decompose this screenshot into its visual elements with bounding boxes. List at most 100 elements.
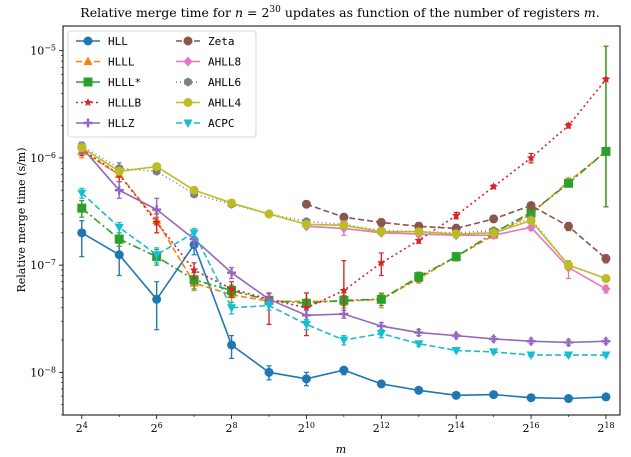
- series-layer: [77, 45, 611, 404]
- legend-marker: [83, 77, 93, 87]
- data-point: [227, 340, 237, 350]
- data-point: [114, 234, 124, 244]
- legend-label: HLLLB: [108, 97, 141, 110]
- data-point: [601, 74, 611, 84]
- legend-item: HLLL: [76, 56, 135, 69]
- data-point: [451, 346, 461, 356]
- legend-label: HLLL*: [108, 76, 141, 89]
- x-tick-label: 218: [597, 421, 614, 436]
- data-point: [414, 328, 424, 338]
- data-point: [451, 211, 461, 220]
- data-point: [227, 284, 236, 293]
- data-point: [376, 294, 386, 304]
- data-point: [526, 393, 536, 403]
- legend-item: ACPC: [176, 117, 235, 130]
- data-point: [451, 229, 461, 239]
- data-point: [189, 275, 199, 285]
- data-point: [564, 394, 574, 404]
- y-tick-label: 10−8: [30, 365, 56, 380]
- data-point: [601, 351, 611, 361]
- data-point: [601, 274, 611, 284]
- data-point: [414, 235, 424, 245]
- data-point: [376, 217, 386, 227]
- series-line: [81, 150, 607, 305]
- legend-marker: [183, 56, 193, 67]
- data-point: [339, 220, 349, 230]
- legend-label: ACPC: [208, 117, 235, 130]
- series-hll: [77, 220, 611, 404]
- data-point: [77, 189, 87, 199]
- data-point: [301, 374, 311, 384]
- legend-label: Zeta: [208, 35, 235, 48]
- x-tick-label: 24: [76, 421, 88, 436]
- data-point: [564, 121, 573, 130]
- data-point: [339, 365, 349, 375]
- data-point: [301, 199, 311, 209]
- x-tick-label: 26: [151, 421, 163, 436]
- y-tick-label: 10−7: [30, 258, 56, 273]
- legend-item: AHLL4: [176, 97, 241, 110]
- x-axis-label: m: [336, 443, 346, 456]
- legend-item: Zeta: [176, 35, 235, 48]
- legend: HLL HLLL HLLL* HLLLB HLLZ Zeta AHLL8 AHLL6 AHLL4…: [67, 30, 257, 138]
- legend-marker: [183, 36, 193, 46]
- legend-marker: [83, 118, 93, 128]
- data-point: [339, 285, 349, 295]
- data-point: [526, 351, 536, 361]
- data-point: [152, 294, 162, 304]
- data-point: [189, 185, 199, 195]
- data-point: [414, 227, 424, 237]
- data-point: [564, 260, 574, 270]
- x-tick-label: 216: [522, 421, 539, 436]
- x-tick-label: 214: [448, 421, 465, 436]
- data-point: [451, 331, 461, 341]
- data-point: [264, 302, 274, 311]
- plot-frame: [62, 25, 621, 416]
- data-point: [526, 207, 536, 217]
- data-point: [601, 336, 611, 346]
- data-point: [339, 336, 349, 346]
- legend-item: HLLZ: [76, 117, 135, 130]
- axis-ticks: 24 26 28 210 212 214 216 218 10−8 10−7 10−6 10−5: [30, 43, 614, 435]
- data-point: [339, 212, 349, 222]
- data-point: [376, 227, 386, 237]
- data-point: [564, 351, 574, 361]
- data-point: [601, 283, 611, 294]
- legend-item: HLL: [76, 35, 128, 48]
- legend-marker: [83, 98, 93, 107]
- x-tick-label: 212: [373, 421, 390, 436]
- legend-label: AHLL4: [208, 97, 241, 110]
- data-point: [77, 228, 87, 238]
- data-point: [564, 337, 574, 347]
- data-point: [264, 367, 274, 377]
- data-point: [489, 182, 498, 191]
- legend-item: HLLL*: [76, 76, 141, 89]
- data-point: [152, 162, 162, 172]
- data-point: [301, 320, 311, 330]
- x-tick-label: 28: [226, 421, 238, 436]
- series-ahll4: [77, 143, 611, 284]
- data-point: [301, 310, 311, 320]
- data-point: [489, 390, 499, 400]
- series-hllz: [77, 141, 611, 347]
- legend-label: HLLL: [108, 56, 135, 69]
- data-point: [526, 336, 536, 346]
- data-point: [227, 268, 237, 278]
- data-point: [152, 217, 161, 227]
- data-point: [526, 153, 536, 162]
- data-point: [601, 146, 611, 156]
- data-point: [302, 303, 311, 312]
- data-point: [77, 203, 87, 213]
- data-point: [376, 379, 386, 389]
- legend-box: [67, 30, 257, 138]
- data-point: [451, 252, 461, 262]
- data-point: [601, 254, 611, 264]
- y-tick-label: 10−5: [30, 43, 56, 58]
- y-tick-label: 10−6: [30, 150, 56, 165]
- data-point: [114, 223, 124, 233]
- data-point: [189, 229, 199, 238]
- data-point: [114, 185, 124, 195]
- data-point: [489, 334, 499, 344]
- x-tick-label: 210: [298, 421, 315, 436]
